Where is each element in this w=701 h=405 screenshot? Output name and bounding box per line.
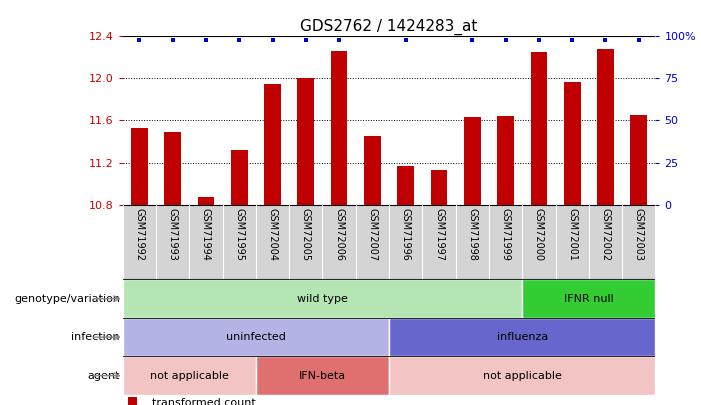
Text: GSM71994: GSM71994 — [201, 208, 211, 261]
Text: GSM72000: GSM72000 — [534, 208, 544, 261]
Text: GSM71993: GSM71993 — [168, 208, 177, 261]
Text: GSM72002: GSM72002 — [601, 208, 611, 261]
Bar — [198, 197, 215, 205]
Text: GSM72003: GSM72003 — [634, 208, 644, 261]
Text: GSM72001: GSM72001 — [567, 208, 577, 261]
Text: not applicable: not applicable — [483, 371, 562, 381]
Text: influenza: influenza — [496, 332, 548, 342]
Text: GSM72004: GSM72004 — [268, 208, 278, 261]
Text: IFNR null: IFNR null — [564, 294, 613, 304]
Bar — [389, 356, 655, 395]
Bar — [597, 49, 614, 205]
Text: not applicable: not applicable — [150, 371, 229, 381]
Text: uninfected: uninfected — [226, 332, 286, 342]
Text: GSM72005: GSM72005 — [301, 208, 311, 261]
Text: GSM71999: GSM71999 — [501, 208, 510, 261]
Bar — [256, 356, 389, 395]
Text: GSM72006: GSM72006 — [334, 208, 344, 261]
Bar — [131, 128, 148, 205]
Bar — [331, 51, 348, 205]
Bar — [231, 150, 247, 205]
Text: GSM71995: GSM71995 — [234, 208, 244, 261]
Bar — [630, 115, 647, 205]
Bar — [123, 279, 522, 318]
Bar — [364, 136, 381, 205]
Bar — [264, 84, 281, 205]
Text: transformed count: transformed count — [152, 398, 256, 405]
Bar — [522, 279, 655, 318]
Title: GDS2762 / 1424283_at: GDS2762 / 1424283_at — [300, 19, 478, 35]
Bar — [464, 117, 481, 205]
Text: GSM72007: GSM72007 — [367, 208, 377, 261]
Text: GSM71998: GSM71998 — [468, 208, 477, 261]
Bar — [497, 116, 514, 205]
Text: infection: infection — [72, 332, 120, 342]
Text: agent: agent — [88, 371, 120, 381]
Bar — [430, 170, 447, 205]
Bar — [128, 396, 137, 405]
Bar — [564, 82, 580, 205]
Text: GSM71992: GSM71992 — [135, 208, 144, 261]
Text: GSM71996: GSM71996 — [401, 208, 411, 261]
Bar — [397, 166, 414, 205]
Text: wild type: wild type — [297, 294, 348, 304]
Bar — [531, 52, 547, 205]
Bar — [123, 356, 256, 395]
Text: IFN-beta: IFN-beta — [299, 371, 346, 381]
Bar — [123, 318, 389, 356]
Text: GSM71997: GSM71997 — [434, 208, 444, 261]
Bar — [297, 79, 314, 205]
Bar — [389, 318, 655, 356]
Bar — [164, 132, 181, 205]
Text: genotype/variation: genotype/variation — [14, 294, 120, 304]
